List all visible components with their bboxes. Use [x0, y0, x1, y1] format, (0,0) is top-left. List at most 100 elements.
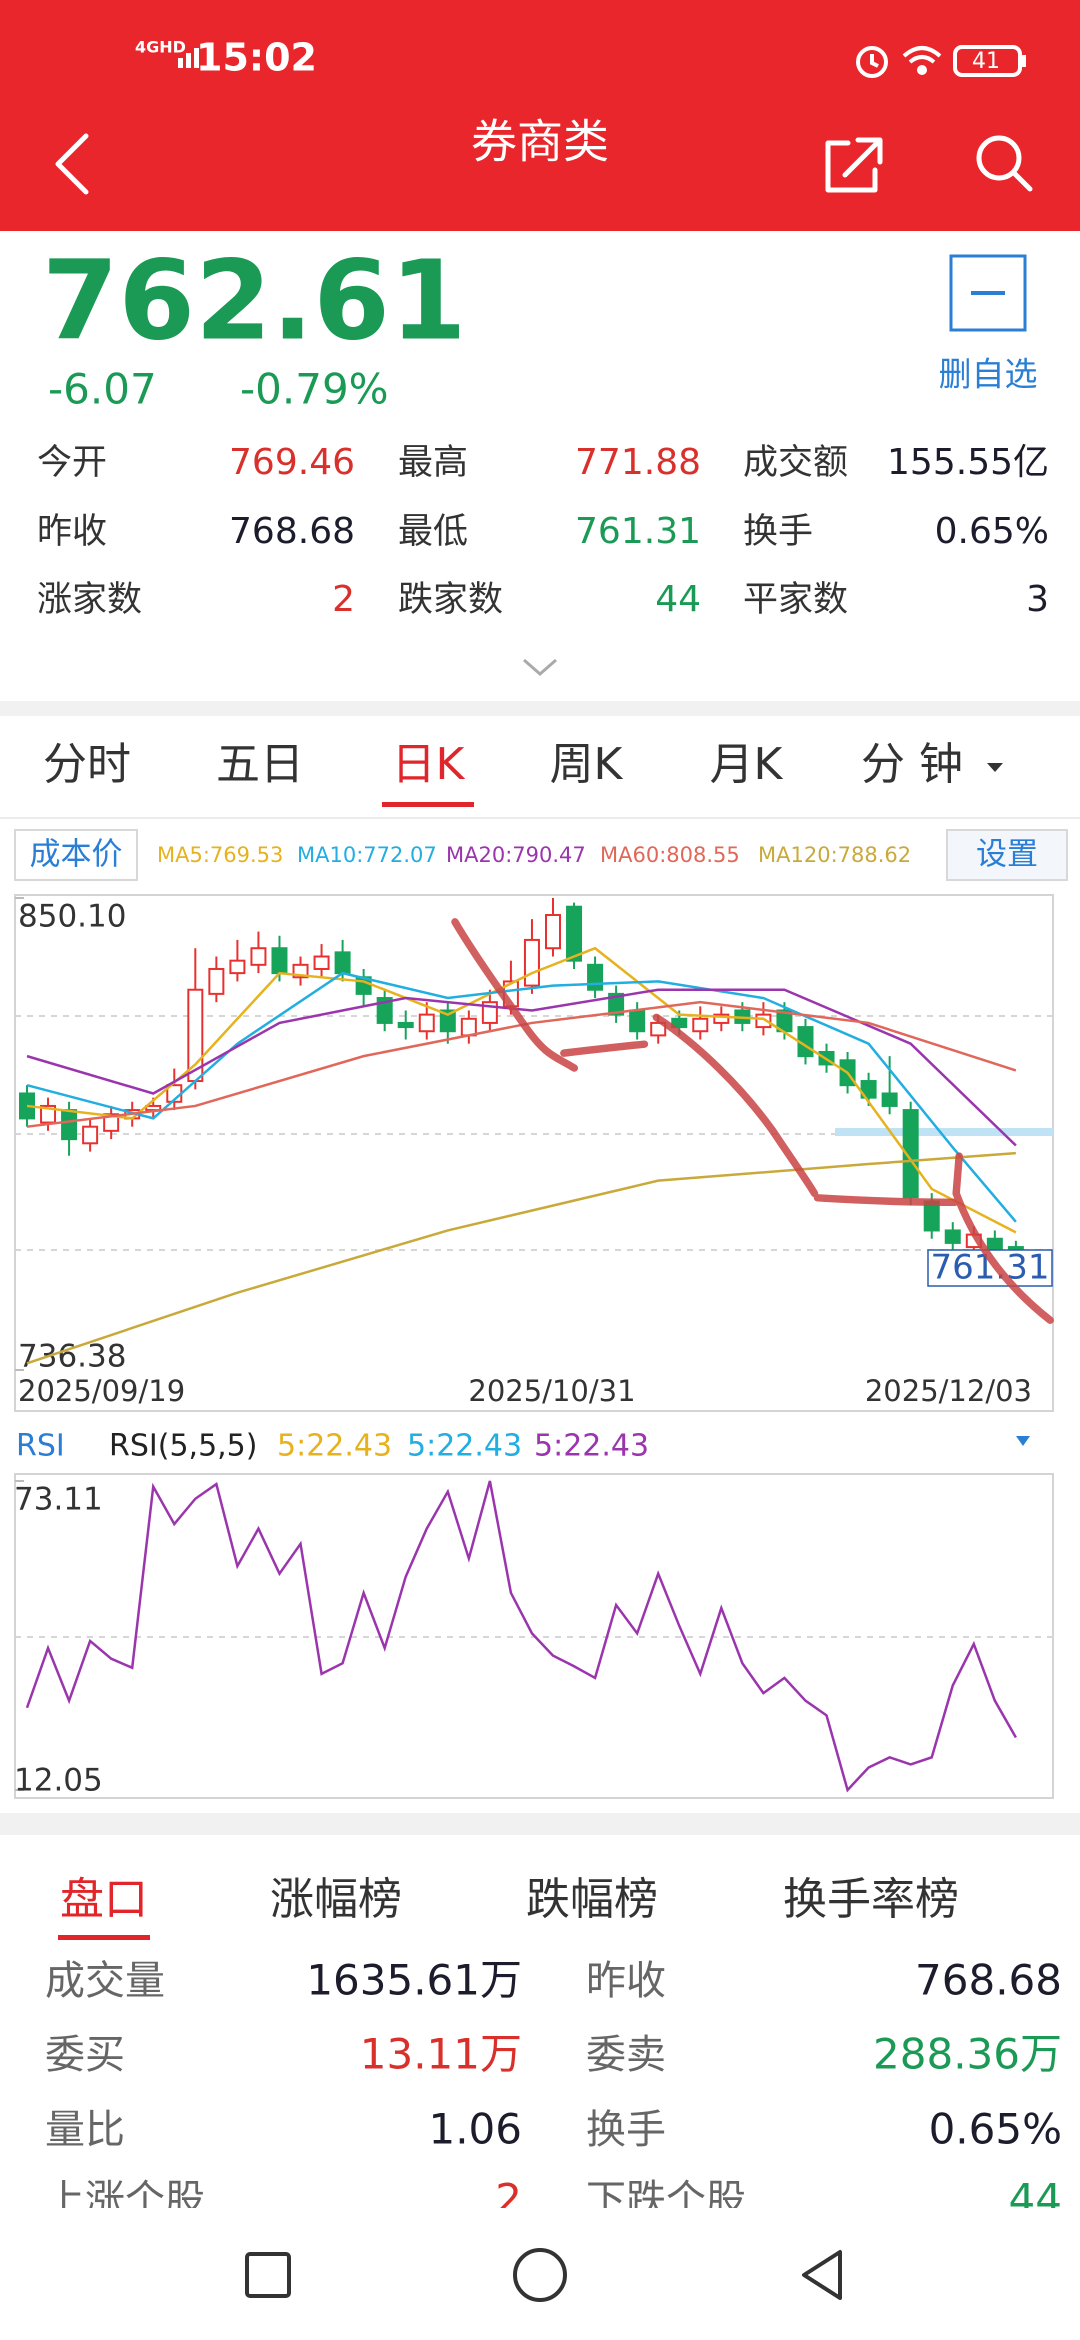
stat-value: 0.65% — [935, 511, 1049, 552]
ma-line — [26, 1000, 1017, 1128]
cost-button[interactable]: 成本价 — [30, 837, 123, 873]
settings-button-box[interactable] — [946, 829, 1068, 881]
candle-body — [250, 947, 267, 966]
candle-body — [671, 1017, 688, 1029]
nav-icons — [55, 133, 1033, 195]
candle-body — [523, 938, 540, 987]
panel-tab[interactable]: 跌幅榜 — [526, 1874, 658, 1925]
tab-underline — [58, 1935, 150, 1940]
legend-entry: 5:22.43 — [277, 1429, 392, 1464]
candle-body — [61, 1109, 78, 1141]
status-icons — [178, 45, 1026, 78]
panel-label: 昨收 — [586, 1958, 666, 2004]
stat-label: 最高 — [398, 443, 468, 483]
stat-value: 771.88 — [575, 442, 701, 483]
x-tick-label: 2025/09/19 — [18, 1374, 185, 1408]
legend-entry: 5:22.43 — [534, 1429, 649, 1464]
y-tick-label: 850.10 — [18, 899, 126, 935]
watchlist-label[interactable]: 删自选 — [939, 355, 1038, 394]
panel-label: 量比 — [45, 2107, 125, 2153]
candle-body — [334, 951, 351, 975]
dropdown-arrow — [987, 763, 1003, 772]
candle-body — [82, 1125, 99, 1145]
back-button[interactable] — [55, 133, 89, 195]
last-price: 762.61 — [42, 236, 466, 364]
candle-body — [313, 955, 330, 970]
search-button[interactable] — [976, 135, 1033, 192]
stat-value: 769.46 — [229, 442, 355, 483]
panel-tab[interactable]: 盘口 — [60, 1874, 148, 1925]
separator — [0, 1813, 1080, 1835]
panel-label: 委卖 — [586, 2032, 666, 2078]
legend-entry: MA10:772.07 — [297, 843, 437, 867]
panel-tab[interactable]: 换手率榜 — [783, 1874, 959, 1925]
candle-body — [208, 967, 225, 995]
y-tick-label: 12.05 — [14, 1763, 103, 1799]
price-change-pct: -0.79% — [240, 365, 389, 414]
stat-value: 44 — [655, 579, 701, 620]
panel-value: 288.36万 — [873, 2030, 1062, 2079]
panel-value: 1.06 — [428, 2105, 522, 2154]
panel-label: 成交量 — [45, 1958, 165, 2004]
y-tick-label: 73.11 — [14, 1482, 103, 1518]
indicator-params: RSI(5,5,5) — [109, 1429, 257, 1464]
x-tick-label: 2025/12/03 — [865, 1374, 1032, 1408]
cost-button-box[interactable] — [14, 829, 138, 881]
panel-label: 委买 — [45, 2032, 125, 2078]
kline-frame — [14, 894, 1054, 1412]
stat-label: 成交额 — [743, 443, 848, 483]
recent-apps[interactable] — [245, 2252, 291, 2298]
separator — [0, 701, 1080, 716]
y-tick-label: 736.38 — [18, 1339, 126, 1375]
price-band — [835, 1128, 1053, 1136]
panel-label: 换手 — [586, 2107, 666, 2153]
back[interactable] — [802, 2250, 842, 2300]
chart-tab[interactable]: 分 钟 — [861, 739, 963, 790]
stat-label: 昨收 — [37, 512, 107, 552]
candle-body — [608, 992, 625, 1016]
candle-body — [460, 1017, 477, 1037]
indicator-name[interactable]: RSI — [16, 1429, 65, 1464]
x-tick-label: 2025/10/31 — [468, 1374, 635, 1408]
stat-label: 平家数 — [743, 580, 848, 620]
chart-tab[interactable]: 周K — [550, 739, 624, 790]
chart-tab[interactable]: 月K — [710, 739, 784, 790]
watchlist-button[interactable] — [949, 254, 1027, 332]
ma-line — [26, 946, 1017, 1234]
candle-body — [418, 1013, 435, 1033]
stat-value: 768.68 — [229, 511, 355, 552]
system-nav-icons — [245, 2248, 842, 2302]
hand-annotation — [451, 918, 1054, 1324]
candle-body — [229, 959, 246, 975]
candle-body — [397, 1021, 414, 1029]
stat-label: 涨家数 — [37, 580, 142, 620]
candle-body — [587, 963, 604, 991]
home[interactable] — [513, 2248, 567, 2302]
candle-body — [545, 914, 561, 950]
stat-label: 今开 — [37, 443, 107, 483]
panel-value: 768.68 — [915, 1956, 1062, 2005]
expand-chevron[interactable] — [523, 658, 557, 676]
chart-tab[interactable]: 日K — [392, 739, 466, 790]
page-title: 券商类 — [471, 115, 609, 169]
settings-button[interactable]: 设置 — [976, 837, 1038, 873]
rsi-line — [25, 1480, 1017, 1793]
chart-tab[interactable]: 分时 — [43, 739, 131, 790]
panel-tab[interactable]: 涨幅榜 — [270, 1874, 402, 1925]
candle-body — [902, 1109, 919, 1199]
battery-level: 41 — [972, 49, 1000, 74]
candle-body — [860, 1080, 877, 1099]
legend-entry: MA20:790.47 — [446, 843, 586, 867]
stat-value: 3 — [1026, 579, 1049, 620]
share-button[interactable] — [825, 137, 883, 193]
candle-body — [713, 1013, 730, 1024]
legend-entry: MA5:769.53 — [157, 843, 283, 867]
candle-body — [271, 947, 288, 975]
status-network: 4GHD — [135, 38, 186, 57]
chart-tab[interactable]: 五日 — [216, 739, 304, 790]
candle-body — [566, 905, 583, 962]
dropdown-arrow — [1016, 1436, 1030, 1446]
panel-value: 0.65% — [929, 2105, 1062, 2154]
